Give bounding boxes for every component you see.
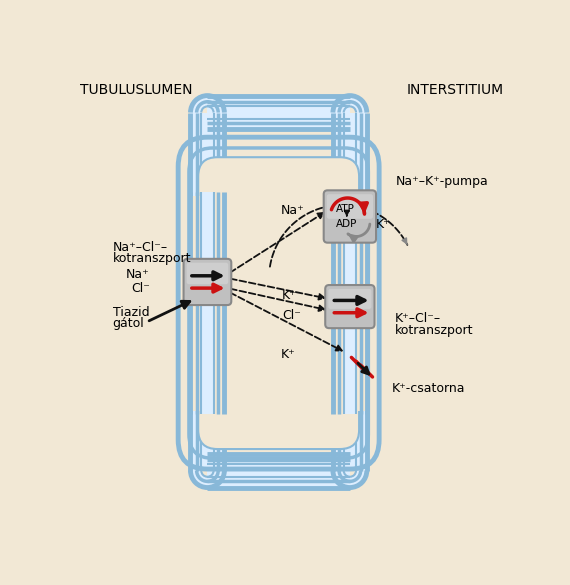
- FancyBboxPatch shape: [198, 157, 359, 449]
- Text: kotranszport: kotranszport: [113, 252, 191, 266]
- Bar: [190, 112, 225, 470]
- Text: Tiazid: Tiazid: [113, 307, 149, 319]
- FancyBboxPatch shape: [324, 190, 376, 243]
- FancyBboxPatch shape: [328, 289, 372, 309]
- Polygon shape: [333, 470, 367, 487]
- Text: Na⁺: Na⁺: [280, 204, 304, 217]
- Text: INTERSTITIUM: INTERSTITIUM: [407, 83, 504, 97]
- Bar: [344, 192, 355, 414]
- FancyBboxPatch shape: [184, 259, 231, 305]
- Polygon shape: [190, 470, 225, 487]
- Text: K⁺-csatorna: K⁺-csatorna: [392, 381, 466, 395]
- Text: K⁺: K⁺: [376, 218, 391, 230]
- FancyBboxPatch shape: [327, 194, 373, 219]
- Text: K⁺–Cl⁻–: K⁺–Cl⁻–: [394, 312, 441, 325]
- Bar: [333, 112, 367, 470]
- FancyBboxPatch shape: [325, 285, 374, 328]
- Bar: [202, 192, 213, 414]
- Text: gátol: gátol: [113, 317, 144, 330]
- Text: kotranszport: kotranszport: [394, 324, 473, 337]
- Bar: [331, 196, 368, 411]
- Bar: [189, 196, 226, 411]
- Bar: [207, 453, 350, 487]
- Text: K⁺: K⁺: [280, 348, 295, 361]
- Text: Cl⁻: Cl⁻: [282, 309, 301, 322]
- Text: ADP: ADP: [336, 219, 357, 229]
- Text: Na⁺–Cl⁻–: Na⁺–Cl⁻–: [113, 241, 168, 254]
- FancyBboxPatch shape: [186, 263, 228, 284]
- Polygon shape: [190, 95, 225, 112]
- Bar: [207, 95, 350, 129]
- Text: K⁺: K⁺: [282, 290, 297, 302]
- Polygon shape: [333, 95, 367, 112]
- Text: TUBULUSLUMEN: TUBULUSLUMEN: [80, 83, 193, 97]
- Text: Na⁺: Na⁺: [126, 268, 150, 281]
- Text: Cl⁻: Cl⁻: [131, 281, 150, 295]
- Text: ATP: ATP: [336, 204, 355, 214]
- Text: Na⁺–K⁺-pumpa: Na⁺–K⁺-pumpa: [396, 176, 489, 188]
